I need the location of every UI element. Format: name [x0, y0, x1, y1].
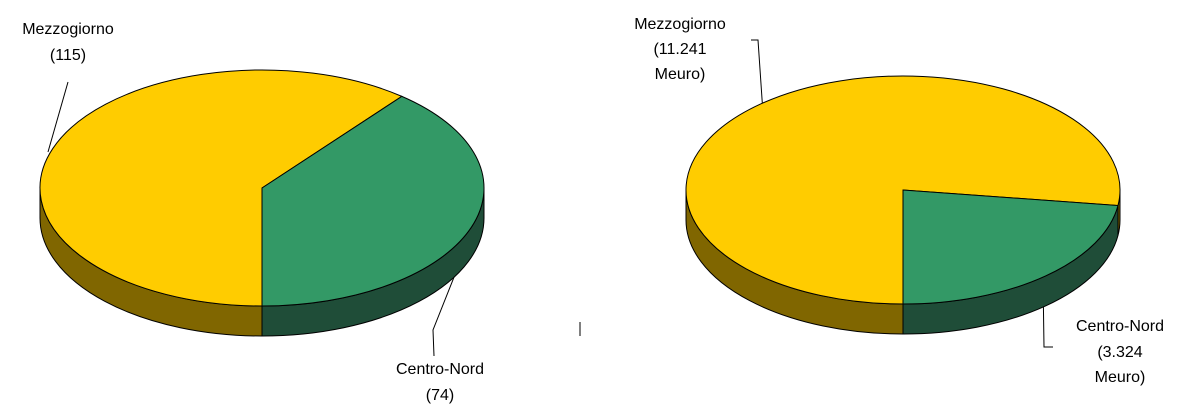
data-label: Centro-Nord [395, 361, 485, 378]
leader-line [751, 39, 765, 129]
data-label: (115) [49, 47, 87, 64]
pie [685, 75, 1121, 335]
pie [39, 69, 485, 337]
leader-line [47, 81, 69, 153]
data-label: Centro-Nord [1075, 318, 1165, 335]
data-label: (3.324 Meuro) [1094, 344, 1146, 386]
data-label: Mezzogiorno [634, 16, 726, 33]
data-label: Mezzogiorno [22, 21, 114, 38]
pie-slice [902, 189, 1119, 305]
pie-slice [39, 69, 403, 307]
data-label: (74) [425, 387, 455, 404]
pie-slice [261, 95, 485, 307]
data-label: (11.241 Meuro) [653, 41, 707, 83]
